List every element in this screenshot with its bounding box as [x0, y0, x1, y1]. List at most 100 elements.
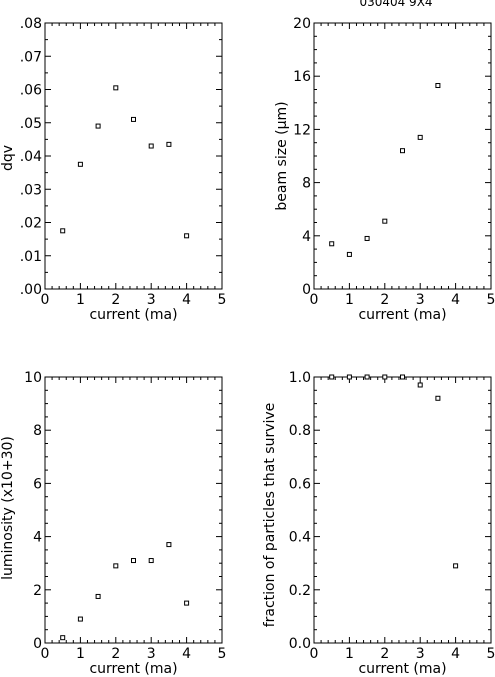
y-tick-label: .08: [20, 16, 42, 32]
x-tick-label: 1: [345, 646, 354, 662]
y-tick-label: 8: [33, 423, 42, 439]
x-tick-label: 3: [416, 646, 425, 662]
y-tick-label: 8: [302, 176, 311, 192]
y-tick-label: 10: [24, 370, 42, 386]
data-point: [148, 143, 154, 149]
chart-panel-3: 0 1 2 3 4 5 0 2 4 6 8 10 current (ma) luminosity (x10…: [0, 370, 226, 677]
x-tick-label: 5: [218, 646, 227, 662]
x-tick-label: 0: [310, 646, 319, 662]
x-tick-label: 5: [487, 292, 495, 308]
y-tick-label: 2: [33, 583, 42, 599]
y-tick-label: .04: [20, 149, 42, 165]
data-point: [166, 141, 172, 147]
x-tick-label: 2: [380, 292, 389, 308]
y-tick-label: 4: [302, 229, 311, 245]
data-point: [95, 123, 101, 129]
chart-panel-4: 0 1 2 3 4 5 0.0 0.2 0.4 0.6 0.8 1.0 current (ma) frac…: [262, 370, 495, 677]
y-tick-label: 0: [33, 636, 42, 652]
x-tick-label: 0: [41, 292, 50, 308]
x-tick-label: 3: [147, 292, 156, 308]
data-point: [453, 563, 459, 569]
data-point: [60, 635, 66, 641]
x-tick-label: 5: [218, 292, 227, 308]
data-point: [60, 228, 66, 234]
data-point: [382, 374, 388, 380]
data-point: [346, 374, 352, 380]
y-tick-label: 4: [33, 530, 42, 546]
y-axis-label: dqv: [0, 145, 16, 171]
x-axis-label: current (ma): [358, 307, 446, 323]
x-tick-label: 1: [76, 292, 85, 308]
y-tick-label: .01: [20, 249, 42, 265]
data-point: [77, 161, 83, 167]
figure-title: 030404 9X4: [359, 0, 432, 9]
y-tick-label: 6: [33, 476, 42, 492]
data-point: [184, 233, 190, 239]
x-tick-label: 2: [111, 292, 120, 308]
y-tick-label: 0: [302, 282, 311, 298]
data-point: [184, 600, 190, 606]
y-tick-label: 0.8: [289, 423, 311, 439]
data-point: [364, 235, 370, 241]
data-point: [166, 542, 172, 548]
x-tick-label: 0: [310, 292, 319, 308]
x-axis-label: current (ma): [89, 307, 177, 323]
x-tick-label: 5: [487, 646, 495, 662]
x-tick-label: 4: [451, 292, 460, 308]
x-tick-label: 4: [451, 646, 460, 662]
data-point: [382, 218, 388, 224]
data-point: [346, 251, 352, 257]
data-point: [131, 116, 136, 122]
y-axis-label: beam size (μm): [274, 101, 290, 210]
x-tick-label: 2: [380, 646, 389, 662]
data-point: [329, 374, 335, 380]
y-axis-label: luminosity (x10+30): [0, 436, 16, 580]
y-tick-label: 0.2: [289, 583, 311, 599]
y-tick-label: .03: [20, 182, 42, 198]
data-point: [417, 382, 423, 388]
x-tick-label: 3: [147, 646, 156, 662]
y-tick-label: 0.4: [289, 530, 311, 546]
data-point: [77, 616, 83, 622]
x-tick-label: 4: [182, 646, 191, 662]
plot-frame: [44, 22, 223, 290]
x-tick-label: 3: [416, 292, 425, 308]
y-tick-label: 1.0: [289, 370, 311, 386]
y-axis-label: fraction of particles that survive: [262, 403, 278, 628]
chart-panel-1: 0 1 2 3 4 5 .00 .01 .02 .03 .04 .05 .06 .07 .08 current…: [0, 16, 226, 323]
x-tick-label: 4: [182, 292, 191, 308]
data-point: [329, 241, 335, 247]
plot-frame: [313, 376, 492, 644]
x-axis-label: current (ma): [358, 661, 446, 677]
y-tick-label: .05: [20, 116, 42, 132]
data-point: [435, 395, 441, 401]
y-tick-label: .00: [20, 282, 42, 298]
x-tick-label: 1: [345, 292, 354, 308]
data-point: [148, 558, 154, 564]
x-tick-label: 1: [76, 646, 85, 662]
y-tick-label: .07: [20, 49, 42, 65]
data-point: [435, 83, 441, 89]
data-point: [417, 134, 423, 140]
plot-frame: [313, 22, 492, 290]
data-point: [113, 563, 119, 569]
y-tick-label: .02: [20, 216, 42, 232]
x-tick-label: 0: [41, 646, 50, 662]
y-tick-label: 0.0: [289, 636, 311, 652]
x-axis-label: current (ma): [89, 661, 177, 677]
y-tick-label: 12: [293, 122, 311, 138]
plot-frame: [44, 376, 223, 644]
data-point: [95, 593, 101, 599]
y-tick-label: 0.6: [289, 476, 311, 492]
y-tick-label: 20: [293, 16, 311, 32]
data-point: [364, 374, 370, 380]
data-point: [113, 85, 119, 91]
data-point: [400, 374, 405, 380]
data-point: [400, 148, 405, 154]
y-tick-label: .06: [20, 83, 42, 99]
x-tick-label: 2: [111, 646, 120, 662]
data-point: [131, 558, 136, 564]
y-tick-label: 16: [293, 69, 311, 85]
